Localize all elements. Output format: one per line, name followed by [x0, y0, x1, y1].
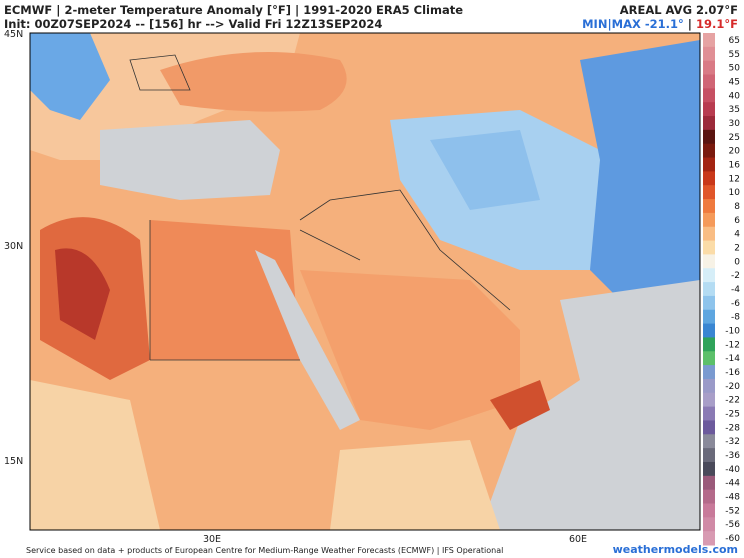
colorbar-label: -10	[725, 327, 740, 337]
colorbar-swatch	[703, 143, 715, 159]
colorbar-label: -16	[725, 368, 740, 378]
colorbar-swatch	[703, 295, 715, 311]
site: weathermodels.com	[612, 543, 738, 556]
colorbar-swatch	[703, 503, 715, 518]
colorbar-label: -2	[731, 271, 740, 281]
colorbar-swatch	[703, 157, 715, 172]
colorbar-swatch	[703, 351, 715, 366]
colorbar-swatch	[703, 88, 715, 103]
colorbar-label: -28	[725, 423, 740, 433]
colorbar-swatch	[703, 475, 715, 491]
colorbar-swatch	[703, 309, 715, 325]
colorbar-swatch	[703, 282, 715, 297]
title: ECMWF | 2-meter Temperature Anomaly [°F]…	[4, 3, 464, 17]
colorbar-label: -8	[731, 313, 740, 323]
colorbar-label: -60	[725, 534, 740, 544]
colorbar-swatch	[703, 254, 715, 269]
colorbar-swatch	[703, 323, 715, 338]
colorbar-label: -20	[725, 382, 740, 392]
colorbar-label: 8	[734, 202, 740, 212]
colorbar-label: 35	[729, 105, 740, 115]
colorbar-swatch	[703, 240, 715, 255]
colorbar-label: -32	[725, 437, 740, 447]
colorbar-swatch	[703, 46, 715, 62]
colorbar-label: -52	[725, 506, 740, 516]
colorbar-label: 30	[729, 119, 741, 129]
colorbar-label: 20	[729, 147, 741, 157]
colorbar-swatch	[703, 171, 715, 186]
colorbar-label: 12	[729, 174, 740, 184]
lat-label: 30N	[4, 241, 23, 252]
separator: |	[687, 17, 692, 31]
lon-label: 30E	[203, 534, 221, 545]
lon-label: 60E	[569, 534, 587, 545]
colorbar-label: -22	[725, 396, 740, 406]
colorbar-swatch	[703, 461, 715, 477]
colorbar-swatch	[703, 185, 715, 200]
colorbar-swatch	[703, 337, 715, 352]
colorbar-label: -56	[725, 520, 740, 530]
colorbar-swatch	[703, 74, 715, 89]
colorbar-label: -25	[725, 410, 740, 420]
colorbar-label: -12	[725, 340, 740, 350]
init-time: Init: 00Z07SEP2024 -- [156] hr --> Valid…	[4, 17, 383, 31]
colorbar-swatch	[703, 517, 715, 532]
max: 19.1°F	[696, 17, 738, 31]
colorbar-swatch	[703, 226, 715, 242]
colorbar-swatch	[703, 268, 715, 283]
colorbar-label: -48	[725, 493, 740, 503]
colorbar-swatch	[703, 365, 715, 380]
areal-average: AREAL AVG 2.07°F	[619, 3, 738, 17]
colorbar-swatch	[703, 406, 715, 421]
colorbar-swatch	[703, 392, 715, 408]
colorbar-swatch	[703, 102, 715, 117]
colorbar-label: -36	[725, 451, 740, 461]
colorbar-label: 2	[734, 243, 740, 253]
map-frame	[29, 32, 701, 531]
colorbar-swatch	[703, 420, 715, 435]
colorbar-label: 6	[734, 216, 740, 226]
credit: Service based on data + products of Euro…	[26, 546, 504, 555]
colorbar-label: -40	[725, 465, 740, 475]
colorbar-swatch	[703, 212, 715, 228]
colorbar-swatch	[703, 33, 715, 48]
min: MIN|MAX -21.1°	[582, 17, 684, 31]
colorbar-label: 4	[734, 230, 740, 240]
colorbar-swatch	[703, 199, 715, 214]
colorbar-label: -44	[725, 479, 740, 489]
colorbar-swatch	[703, 448, 715, 463]
colorbar-swatch	[703, 116, 715, 131]
colorbar-label: 40	[729, 91, 741, 101]
colorbar-label: -4	[731, 285, 740, 295]
lat-label: 45N	[4, 29, 23, 40]
colorbar-label: 16	[729, 160, 741, 170]
colorbar-swatch	[703, 434, 715, 449]
colorbar-label: 55	[729, 50, 740, 60]
map-field	[30, 33, 700, 530]
colorbar-swatch	[703, 60, 715, 76]
colorbar-label: -6	[731, 299, 740, 309]
min-max: MIN|MAX -21.1° | 19.1°F	[582, 17, 738, 31]
colorbar: 65555045403530252016121086420-2-4-6-8-10…	[703, 33, 740, 546]
colorbar-label: 65	[729, 36, 740, 46]
colorbar-swatch	[703, 489, 715, 504]
colorbar-label: 45	[729, 77, 740, 87]
colorbar-label: 50	[729, 64, 741, 74]
colorbar-label: -14	[725, 354, 740, 364]
colorbar-label: 25	[729, 133, 740, 143]
colorbar-swatch	[703, 531, 715, 546]
colorbar-swatch	[703, 129, 715, 145]
colorbar-label: 0	[734, 257, 740, 267]
colorbar-label: 10	[729, 188, 741, 198]
colorbar-swatch	[703, 378, 715, 394]
lat-label: 15N	[4, 456, 23, 467]
